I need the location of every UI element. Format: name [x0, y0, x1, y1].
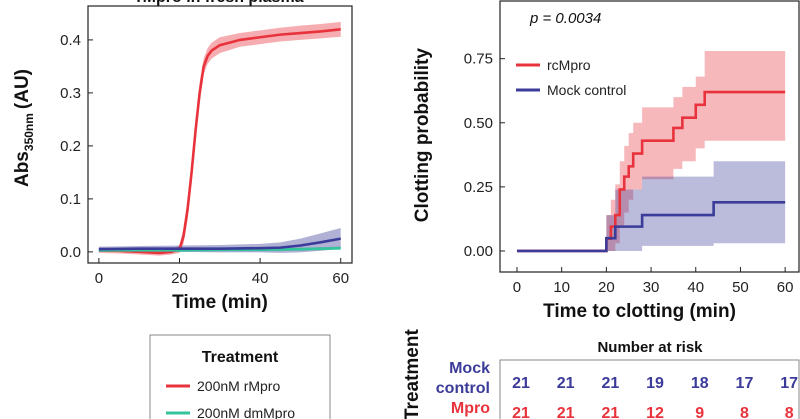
x-axis-label: Time (min): [172, 292, 268, 313]
x-tick-label: 20: [598, 279, 615, 296]
data-line: [98, 237, 341, 251]
risk-value: 21: [601, 375, 619, 392]
risk-value: 21: [512, 375, 530, 392]
risk-table-side-label: Treatment: [402, 329, 423, 419]
x-tick-label: 0: [513, 279, 521, 296]
x-tick-label: 40: [252, 270, 269, 287]
legend-label: rcMpro: [547, 57, 591, 73]
x-tick-label: 10: [553, 279, 570, 296]
risk-value: 9: [695, 405, 704, 419]
x-tick-label: 50: [732, 279, 749, 296]
x-tick-label: 40: [687, 279, 704, 296]
confidence-band: [516, 50, 786, 251]
legend-label: Mock control: [547, 82, 626, 98]
risk-value: 18: [691, 375, 709, 392]
y-tick-label: 0.4: [60, 32, 81, 49]
legend-frame: [149, 334, 331, 419]
risk-table-title: Number at risk: [597, 339, 703, 356]
chart-title: rMpro in fresh plasma: [136, 0, 303, 6]
x-axis-label: Time to clotting (min): [543, 301, 736, 322]
data-line: [98, 28, 341, 255]
x-tick-label: 20: [171, 270, 188, 287]
risk-table-frame: [499, 359, 800, 419]
plot: [98, 21, 341, 256]
y-tick-label: 0.1: [60, 191, 81, 208]
risk-row-label: control: [436, 380, 490, 397]
plot-frame: [499, 0, 800, 273]
risk-value: 8: [785, 405, 794, 419]
y-tick-label: 0.50: [464, 115, 493, 132]
x-tick-label: 30: [643, 279, 660, 296]
y-tick-label: 0.75: [464, 51, 493, 68]
y-axis-label-main: Abs: [12, 151, 33, 187]
y-axis-label-unit: (AU): [12, 69, 33, 109]
risk-value: 21: [512, 405, 530, 419]
y-axis-label-sub: 350nm: [22, 113, 36, 151]
legend-label: 200nM dmMpro: [197, 405, 295, 419]
y-tick-label: 0.00: [464, 243, 493, 260]
risk-value: 17: [736, 375, 754, 392]
risk-value: 19: [646, 375, 664, 392]
risk-value: 17: [780, 375, 798, 392]
legend-title: Treatment: [202, 349, 279, 366]
risk-value: 8: [740, 405, 749, 419]
y-tick-label: 0.3: [60, 85, 81, 102]
risk-value: 21: [557, 375, 575, 392]
y-tick-label: 0.25: [464, 179, 493, 196]
plot-frame: [87, 5, 353, 264]
risk-value: 21: [557, 405, 575, 419]
y-tick-label: 0.2: [60, 138, 81, 155]
y-axis-label: Abs350nm (AU): [12, 69, 36, 187]
y-axis-label: Clotting probability: [412, 48, 433, 223]
x-tick-label: 60: [777, 279, 794, 296]
data-line: [516, 200, 786, 253]
plot: [516, 50, 786, 253]
risk-value: 12: [646, 405, 664, 419]
risk-row-label: Mock: [449, 360, 490, 377]
risk-row-label: Mpro: [451, 400, 490, 417]
risk-value: 21: [601, 405, 619, 419]
x-tick-label: 0: [95, 270, 103, 287]
y-tick-label: 0.0: [60, 244, 81, 261]
x-tick-label: 60: [332, 270, 349, 287]
legend-label: 200nM rMpro: [197, 378, 280, 394]
confidence-band: [516, 161, 786, 251]
data-line: [516, 90, 786, 253]
confidence-band: [98, 21, 341, 256]
annotation: p = 0.0034: [529, 10, 601, 27]
